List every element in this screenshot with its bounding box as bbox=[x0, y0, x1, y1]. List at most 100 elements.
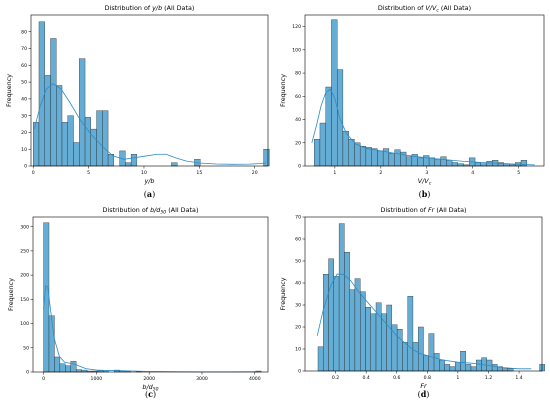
histogram-bar bbox=[417, 157, 424, 167]
y-tick-label: 40 bbox=[295, 281, 301, 287]
histogram-bar bbox=[396, 329, 403, 372]
histogram-bar bbox=[54, 356, 61, 373]
histogram-bar bbox=[386, 304, 393, 372]
y-tick-label: 200 bbox=[20, 273, 29, 279]
x-tick-label: 15 bbox=[196, 170, 202, 176]
y-tick-label: 0 bbox=[24, 164, 27, 170]
x-tick-label: 3 bbox=[425, 170, 428, 176]
histogram-bar bbox=[433, 353, 440, 372]
y-tick-label: 300 bbox=[20, 224, 29, 230]
histogram-bar bbox=[84, 117, 91, 167]
histogram-bar bbox=[359, 146, 367, 167]
x-tick-label: 4000 bbox=[249, 376, 261, 382]
histogram-bar bbox=[423, 355, 429, 372]
plot-frame bbox=[30, 14, 269, 167]
histogram-bar bbox=[470, 366, 477, 372]
histogram-bar bbox=[428, 157, 436, 167]
x-tick-label: 1 bbox=[456, 375, 459, 381]
x-tick-label: 0 bbox=[32, 170, 35, 176]
y-tick-label: 70 bbox=[21, 46, 27, 52]
histogram-bar bbox=[50, 38, 57, 167]
histogram-bar bbox=[486, 161, 493, 167]
y-tick-label: 100 bbox=[292, 47, 301, 53]
x-tick-label: 5 bbox=[517, 170, 520, 176]
histogram-bar bbox=[480, 163, 487, 167]
y-tick-label: 20 bbox=[21, 130, 27, 136]
histogram-bar bbox=[65, 365, 71, 373]
histogram-bar bbox=[79, 58, 86, 167]
y-tick-label: 100 bbox=[20, 321, 29, 327]
y-tick-label: 80 bbox=[21, 29, 27, 35]
plot-frame bbox=[304, 14, 545, 167]
histogram-bar bbox=[402, 342, 408, 372]
histogram-bar bbox=[171, 162, 178, 167]
y-tick-label: 60 bbox=[295, 237, 301, 243]
x-tick-label: 2000 bbox=[143, 376, 155, 382]
panel-caption: (b) bbox=[419, 189, 431, 199]
histogram-bar bbox=[319, 122, 326, 167]
x-tick-label: 4 bbox=[471, 170, 474, 176]
y-tick-label: 10 bbox=[295, 347, 301, 353]
histogram-bar bbox=[59, 363, 66, 373]
y-tick-label: 80 bbox=[295, 71, 301, 77]
x-tick-label: 0.2 bbox=[332, 375, 339, 381]
plot-frame bbox=[304, 216, 543, 372]
histogram-bar bbox=[388, 153, 395, 167]
histogram-bar bbox=[102, 110, 109, 167]
histogram-bar bbox=[370, 313, 377, 372]
histogram-bar bbox=[520, 160, 527, 167]
x-tick-label: 2 bbox=[379, 170, 382, 176]
x-axis-label: y/b bbox=[144, 177, 155, 185]
histogram-bar bbox=[412, 342, 419, 372]
histogram-bar bbox=[474, 162, 481, 167]
histogram-bar bbox=[446, 160, 453, 167]
histogram-bar bbox=[440, 156, 447, 167]
histogram-bar bbox=[491, 364, 498, 372]
x-tick-label: 1.4 bbox=[515, 375, 522, 381]
histogram-bar bbox=[407, 296, 414, 372]
histogram-bar bbox=[348, 139, 355, 167]
histogram-bar bbox=[38, 21, 45, 167]
histogram-bar bbox=[328, 258, 334, 372]
y-tick-label: 120 bbox=[292, 24, 301, 30]
y-tick-label: 150 bbox=[20, 297, 29, 303]
y-tick-label: 20 bbox=[295, 140, 301, 146]
histogram-bar bbox=[76, 369, 82, 373]
histogram-bar bbox=[125, 162, 132, 167]
x-tick-label: 3000 bbox=[196, 376, 208, 382]
histogram-bar bbox=[365, 307, 371, 372]
y-tick-label: 0 bbox=[298, 369, 301, 375]
histogram-bar bbox=[130, 154, 138, 167]
histogram-bar bbox=[349, 289, 356, 372]
x-axis-label: Fr bbox=[420, 382, 427, 390]
y-tick-label: 0 bbox=[298, 164, 301, 170]
x-tick-label: 1.2 bbox=[485, 375, 492, 381]
x-tick-label: 1 bbox=[333, 170, 336, 176]
chart-title: Distribution of Fr (All Data) bbox=[380, 206, 466, 214]
histogram-bar bbox=[460, 351, 466, 372]
y-tick-label: 50 bbox=[295, 259, 301, 265]
kde-curve bbox=[316, 273, 532, 370]
y-tick-label: 20 bbox=[295, 325, 301, 331]
x-tick-label: 10 bbox=[141, 170, 147, 176]
histogram-bar bbox=[365, 147, 372, 167]
plot-frame bbox=[32, 216, 269, 373]
histogram-bar bbox=[323, 274, 329, 372]
histogram-bar bbox=[70, 361, 77, 373]
y-tick-label: 0 bbox=[26, 370, 29, 376]
y-tick-label: 10 bbox=[21, 147, 27, 153]
y-tick-label: 50 bbox=[23, 345, 29, 351]
histogram-bar bbox=[457, 163, 464, 167]
x-tick-label: 0 bbox=[42, 376, 45, 382]
histogram-bar bbox=[48, 315, 55, 373]
histogram-bar bbox=[56, 85, 63, 167]
histogram-bar bbox=[394, 149, 401, 167]
histogram-bar bbox=[338, 223, 345, 372]
chart-panel-d: Distribution of Fr (All Data) 0.2 0.4 0.6 0.… bbox=[279, 206, 546, 399]
panel-caption: (c) bbox=[145, 389, 156, 399]
histogram-bar bbox=[423, 155, 430, 167]
histogram-bar bbox=[354, 142, 361, 167]
x-tick-label: 0.8 bbox=[424, 375, 431, 381]
x-tick-label: 0.6 bbox=[393, 375, 400, 381]
histogram-bar bbox=[360, 291, 366, 372]
